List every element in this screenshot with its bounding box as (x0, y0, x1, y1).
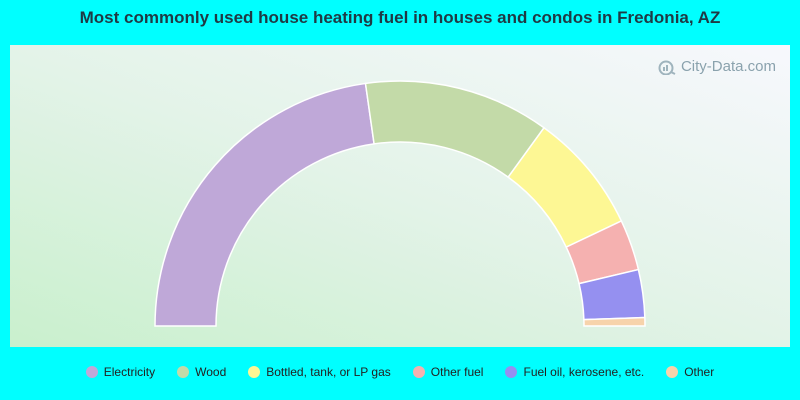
legend-item[interactable]: Fuel oil, kerosene, etc. (505, 365, 644, 379)
legend-item[interactable]: Bottled, tank, or LP gas (248, 365, 391, 379)
legend-label: Other (684, 365, 715, 379)
legend: Electricity Wood Bottled, tank, or LP gas O… (0, 365, 800, 379)
legend-label: Electricity (103, 365, 156, 379)
slice-wood[interactable] (364, 80, 546, 179)
watermark: City-Data.com (657, 58, 776, 75)
legend-label: Wood (195, 365, 227, 379)
legend-swatch (177, 366, 190, 378)
chart-title: Most commonly used house heating fuel in… (79, 8, 721, 27)
watermark-text: City-Data.com (680, 58, 776, 75)
legend-swatch (248, 366, 261, 378)
legend-label: Other fuel (430, 365, 484, 379)
legend-swatch (412, 366, 425, 378)
slice-electricity[interactable] (154, 82, 375, 327)
legend-label: Bottled, tank, or LP gas (266, 365, 391, 379)
legend-swatch (505, 366, 518, 378)
legend-item[interactable]: Other fuel (412, 365, 484, 379)
legend-item[interactable]: Wood (177, 365, 226, 379)
legend-swatch (666, 366, 679, 378)
city-data-logo-icon (658, 60, 676, 75)
legend-label: Fuel oil, kerosene, etc. (523, 365, 645, 379)
legend-item[interactable]: Other (666, 365, 714, 379)
legend-item[interactable]: Electricity (85, 365, 156, 379)
slice-other[interactable] (583, 316, 646, 327)
legend-swatch (85, 366, 98, 378)
